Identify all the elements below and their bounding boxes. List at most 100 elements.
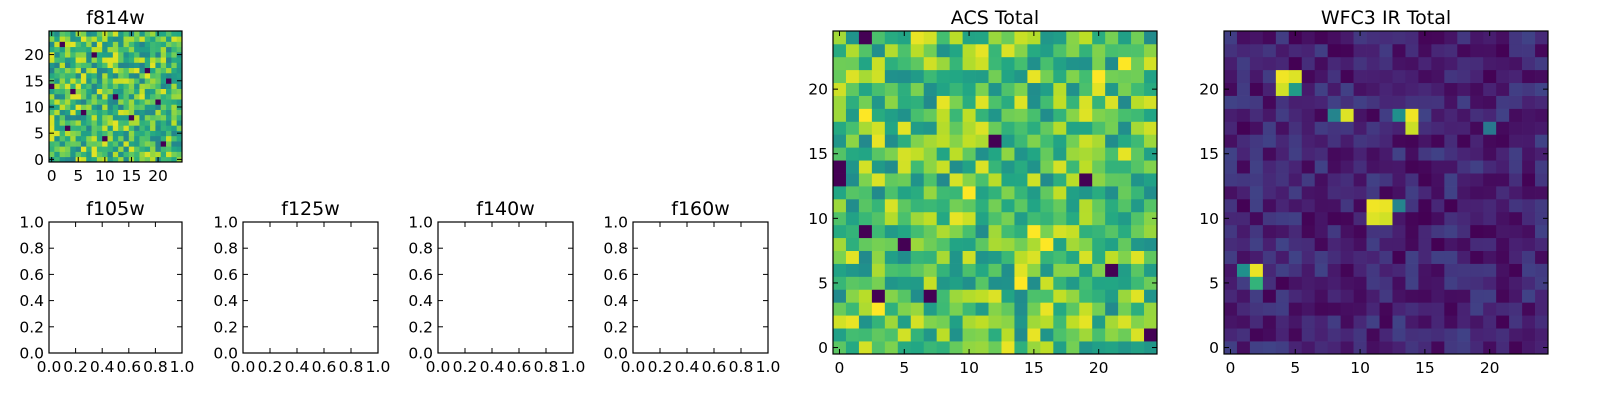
heatmap-cell (75, 67, 82, 74)
heatmap-cell (1496, 160, 1510, 174)
heatmap-cell (1535, 108, 1549, 122)
heatmap-cell (1092, 186, 1106, 200)
heatmap-cell (171, 62, 178, 69)
heatmap-cell (1405, 69, 1419, 84)
heatmap-cell (1366, 263, 1380, 277)
heatmap-cell (1236, 108, 1251, 122)
heatmap-cell (1027, 69, 1041, 84)
x-tick-label: 0.0 (231, 358, 256, 376)
heatmap-cell (107, 78, 114, 84)
heatmap-cell (64, 146, 71, 152)
heatmap-cell (1483, 276, 1497, 290)
heatmap-cell (1366, 250, 1380, 264)
heatmap-cell (1301, 328, 1316, 342)
heatmap-cell (1118, 43, 1132, 58)
heatmap-cell (975, 186, 989, 200)
heatmap-cell (923, 69, 938, 84)
heatmap-cell (858, 328, 873, 342)
heatmap-cell (102, 114, 108, 121)
heatmap-cell (1301, 198, 1316, 213)
heatmap-cell (1079, 56, 1093, 71)
heatmap-cell (962, 341, 976, 355)
y-tick-label: 1.0 (603, 214, 628, 232)
heatmap-cell (1444, 315, 1458, 329)
heatmap-cell (155, 146, 162, 152)
heatmap-cell (1418, 224, 1432, 239)
heatmap-cell (1470, 302, 1484, 316)
heatmap-cell (871, 69, 886, 84)
heatmap-cell (49, 62, 55, 69)
heatmap-cell (1301, 69, 1316, 84)
heatmap-cell (1249, 302, 1264, 316)
heatmap-cell (123, 146, 130, 152)
heatmap-cell (70, 83, 76, 89)
heatmap-cell (75, 46, 82, 53)
heatmap-cell (1014, 186, 1028, 200)
heatmap-cell (1079, 315, 1093, 329)
heatmap-cell (1131, 121, 1145, 135)
heatmap-cell (1224, 237, 1238, 251)
heatmap-cell (171, 72, 178, 79)
heatmap-cell (1131, 173, 1145, 187)
heatmap-cell (884, 186, 899, 200)
heatmap-cell (1092, 43, 1106, 58)
heatmap-cell (91, 72, 98, 79)
heatmap-cell (923, 56, 938, 71)
heatmap-cell (1066, 134, 1080, 148)
heatmap-cell (845, 186, 860, 200)
axes-frame-f140w (437, 221, 574, 354)
heatmap-cell (102, 36, 108, 42)
heatmap-cell (134, 93, 140, 100)
heatmap-cell (91, 88, 98, 95)
heatmap-cell (1366, 95, 1380, 109)
heatmap-cell (171, 99, 178, 105)
heatmap-cell (1496, 186, 1510, 200)
heatmap-cell (91, 93, 98, 100)
heatmap-cell (1131, 315, 1145, 329)
heatmap-cell (975, 95, 989, 109)
heatmap-cell (1262, 56, 1277, 71)
heatmap-cell (1118, 173, 1132, 187)
heatmap-cell (923, 95, 938, 109)
heatmap-cell (923, 108, 938, 122)
heatmap-cell (936, 211, 950, 226)
heatmap-cell (1340, 82, 1354, 96)
heatmap-cell (96, 104, 103, 110)
heatmap-cell (150, 78, 156, 84)
heatmap-cell (155, 135, 162, 142)
heatmap-cell (1105, 121, 1119, 135)
heatmap-cell (1379, 121, 1393, 135)
heatmap-cell (1224, 302, 1238, 316)
heatmap-cell (1327, 147, 1341, 161)
heatmap-cell (1496, 276, 1510, 290)
heatmap-cell (1001, 69, 1015, 84)
heatmap-cell (118, 114, 124, 121)
heatmap-cell (49, 125, 55, 131)
axes-frame-wfc3_ir_total (1223, 30, 1549, 355)
heatmap-cell (64, 135, 71, 142)
heatmap-cell (1001, 108, 1015, 122)
heatmap-cell (936, 134, 950, 148)
heatmap-cell (102, 62, 108, 69)
heatmap-cell (1262, 276, 1277, 290)
heatmap-cell (1509, 173, 1523, 187)
heatmap-cell (166, 120, 172, 126)
heatmap-cell (80, 41, 87, 48)
heatmap-cell (962, 263, 976, 277)
heatmap-cell (1483, 95, 1497, 109)
heatmap-cell (1236, 315, 1251, 329)
heatmap-cell (64, 141, 71, 147)
heatmap-cell (160, 104, 167, 110)
heatmap-cell (1224, 315, 1238, 329)
heatmap-cell (1288, 121, 1303, 135)
heatmap-cell (134, 114, 140, 121)
heatmap-cell (155, 57, 162, 63)
heatmap-cell (1470, 43, 1484, 58)
heatmap-cell (833, 160, 847, 174)
heatmap-cell (139, 51, 146, 58)
heatmap-cell (171, 104, 178, 110)
heatmap-cell (59, 125, 66, 131)
heatmap-cell (1327, 302, 1341, 316)
heatmap-cell (91, 135, 98, 142)
